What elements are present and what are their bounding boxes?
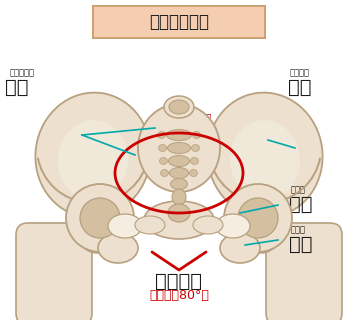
Text: 腸骨: 腸骨	[5, 78, 29, 97]
Text: 坐骨: 坐骨	[289, 235, 313, 254]
Circle shape	[238, 198, 278, 238]
Ellipse shape	[190, 157, 198, 164]
Ellipse shape	[58, 120, 128, 200]
Circle shape	[224, 184, 292, 252]
Ellipse shape	[160, 157, 168, 164]
Text: 骨盤（女性）: 骨盤（女性）	[149, 13, 209, 31]
Ellipse shape	[166, 130, 192, 140]
Text: 恥骨下角: 恥骨下角	[155, 272, 203, 291]
Ellipse shape	[144, 201, 214, 239]
Ellipse shape	[230, 120, 300, 200]
FancyBboxPatch shape	[93, 6, 265, 38]
Ellipse shape	[169, 100, 189, 114]
FancyBboxPatch shape	[266, 223, 342, 320]
Ellipse shape	[189, 170, 198, 177]
Text: ちこつ: ちこつ	[291, 185, 306, 194]
Ellipse shape	[159, 145, 166, 151]
Ellipse shape	[35, 92, 151, 217]
FancyBboxPatch shape	[93, 6, 265, 38]
Circle shape	[243, 217, 279, 253]
Circle shape	[79, 217, 115, 253]
Ellipse shape	[164, 96, 194, 118]
Text: ちょうこつ: ちょうこつ	[10, 68, 35, 77]
Ellipse shape	[160, 170, 169, 177]
Ellipse shape	[207, 92, 323, 217]
Text: 骨盤（女性）: 骨盤（女性）	[149, 13, 209, 31]
Ellipse shape	[158, 132, 165, 139]
Ellipse shape	[168, 204, 190, 222]
Text: せんこつ: せんこつ	[290, 68, 310, 77]
Text: ざこつ: ざこつ	[291, 225, 306, 234]
Ellipse shape	[108, 214, 142, 238]
Ellipse shape	[216, 214, 250, 238]
Circle shape	[66, 184, 134, 252]
Ellipse shape	[135, 216, 165, 234]
Text: 恥骨: 恥骨	[289, 195, 313, 214]
Ellipse shape	[193, 132, 200, 139]
FancyBboxPatch shape	[16, 223, 92, 320]
Text: （女性約80°）: （女性約80°）	[149, 289, 209, 302]
Ellipse shape	[193, 216, 223, 234]
Ellipse shape	[170, 179, 188, 189]
Ellipse shape	[172, 189, 186, 205]
Ellipse shape	[192, 145, 199, 151]
Ellipse shape	[220, 233, 260, 263]
Circle shape	[80, 198, 120, 238]
Ellipse shape	[168, 142, 190, 154]
Text: 開いている: 開いている	[182, 112, 212, 122]
Ellipse shape	[169, 156, 189, 166]
Ellipse shape	[98, 233, 138, 263]
Ellipse shape	[138, 104, 220, 192]
Ellipse shape	[169, 167, 189, 179]
Text: 仙骨: 仙骨	[288, 78, 311, 97]
